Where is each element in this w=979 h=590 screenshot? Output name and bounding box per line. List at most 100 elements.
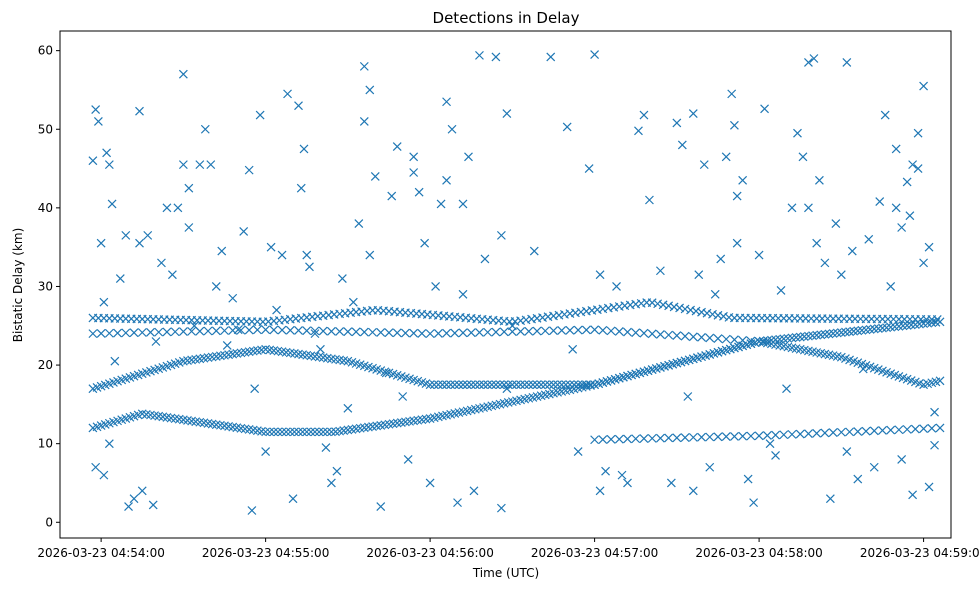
data-point-marker — [458, 380, 468, 390]
data-point-marker — [606, 326, 616, 336]
data-point-marker — [804, 58, 813, 67]
x-tick-label: 2026-03-23 04:57:00 — [531, 546, 658, 560]
data-point-marker — [306, 427, 316, 437]
data-point-marker — [529, 246, 539, 256]
data-point-marker — [318, 326, 328, 336]
data-point-marker — [447, 124, 457, 134]
data-point-marker — [104, 328, 114, 338]
data-point-marker — [520, 380, 530, 390]
data-point-marker — [277, 427, 287, 437]
data-point-marker — [184, 223, 194, 232]
x-tick-label: 2026-03-23 04:54:00 — [37, 546, 164, 560]
x-tick-label: 2026-03-23 04:58:00 — [695, 546, 822, 560]
data-point-marker — [568, 344, 578, 354]
data-point-marker — [96, 238, 106, 248]
data-point-marker — [713, 334, 723, 343]
data-point-marker — [565, 325, 575, 335]
data-point-marker — [762, 431, 772, 440]
data-point-marker — [189, 321, 199, 331]
data-point-marker — [787, 203, 797, 213]
data-point-marker — [647, 298, 657, 308]
data-point-marker — [296, 183, 306, 193]
data-point-marker — [699, 160, 709, 170]
data-point-marker — [606, 434, 616, 444]
data-point-marker — [93, 116, 103, 126]
data-point-marker — [314, 427, 324, 437]
data-point-marker — [269, 325, 279, 335]
data-point-marker — [831, 219, 841, 229]
data-point-marker — [557, 380, 567, 390]
data-point-marker — [337, 274, 347, 284]
data-point-marker — [631, 434, 641, 444]
data-point-marker — [553, 380, 563, 390]
data-point-marker — [200, 124, 210, 134]
data-point-marker — [639, 434, 649, 443]
data-point-marker — [99, 470, 109, 480]
data-point-marker — [454, 380, 464, 390]
data-point-marker — [836, 427, 846, 437]
data-point-marker — [590, 50, 600, 60]
data-point-marker — [825, 494, 835, 504]
data-point-marker — [812, 238, 822, 248]
data-point-marker — [746, 431, 756, 441]
data-point-marker — [475, 380, 484, 390]
data-point-marker — [771, 451, 780, 460]
x-tick-label: 2026-03-23 04:55:00 — [202, 546, 329, 560]
data-point-marker — [499, 327, 509, 337]
data-point-marker — [244, 165, 254, 175]
x-tick-label: 2026-03-23 04:56:00 — [366, 546, 493, 560]
data-point-marker — [532, 326, 542, 336]
data-point-marker — [233, 325, 243, 335]
data-point-marker — [272, 305, 282, 315]
data-point-marker — [113, 328, 122, 338]
data-point-marker — [433, 329, 443, 338]
data-point-marker — [713, 310, 723, 320]
data-point-marker — [236, 325, 246, 335]
data-point-marker — [206, 160, 216, 170]
data-point-marker — [732, 191, 742, 201]
data-point-marker — [812, 428, 822, 438]
data-point-marker — [655, 433, 665, 443]
data-point-marker — [239, 227, 249, 236]
data-point-marker — [847, 246, 857, 256]
data-point-marker — [598, 325, 608, 335]
data-point-marker — [836, 270, 846, 280]
data-point-marker — [429, 380, 439, 390]
data-point-marker — [417, 329, 427, 338]
data-point-marker — [779, 430, 789, 440]
data-point-marker — [91, 105, 101, 115]
data-point-marker — [244, 325, 254, 335]
plot-frame — [59, 30, 952, 539]
data-point-marker — [787, 429, 797, 439]
data-point-marker — [864, 234, 874, 244]
data-point-marker — [754, 250, 764, 260]
data-point-marker — [524, 380, 534, 390]
y-tick-label: 60 — [38, 44, 53, 58]
data-point-marker — [664, 433, 674, 443]
data-point-marker — [285, 325, 295, 335]
data-point-marker — [469, 486, 479, 496]
data-point-marker — [897, 454, 907, 464]
data-point-marker — [104, 439, 114, 449]
data-point-marker — [935, 376, 945, 386]
data-point-marker — [702, 308, 712, 318]
data-point-marker — [269, 427, 279, 437]
data-point-marker — [491, 52, 501, 62]
data-point-marker — [910, 424, 920, 434]
data-point-marker — [913, 128, 923, 138]
data-point-marker — [124, 502, 133, 511]
data-point-marker — [480, 254, 490, 264]
data-point-marker — [401, 328, 410, 338]
data-point-marker — [343, 327, 353, 337]
data-point-marker — [88, 156, 98, 166]
data-point-marker — [894, 425, 904, 435]
data-point-marker — [409, 152, 419, 162]
data-point-marker — [365, 85, 375, 95]
data-point-marker — [716, 254, 726, 264]
data-point-marker — [927, 423, 937, 433]
data-point-marker — [285, 427, 295, 437]
data-point-marker — [913, 164, 923, 173]
data-point-marker — [598, 435, 608, 444]
data-point-marker — [655, 266, 665, 276]
y-tick-label: 40 — [38, 201, 53, 215]
